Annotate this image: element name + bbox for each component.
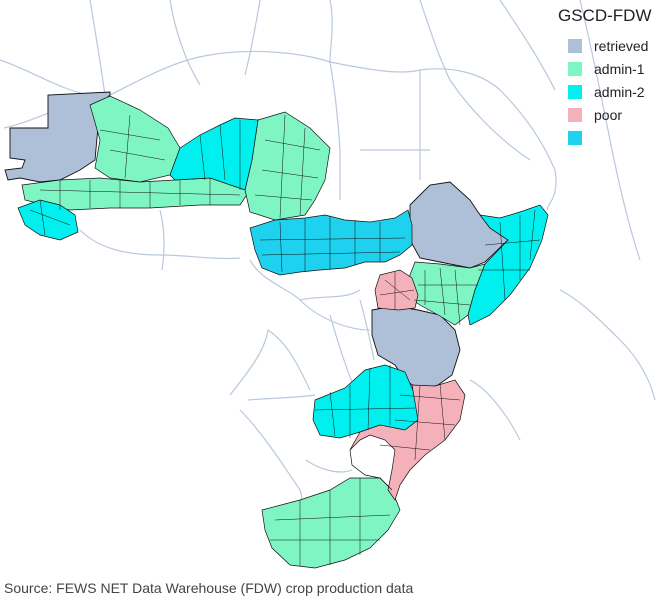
- legend-item-admin1: admin-1: [568, 57, 656, 80]
- district-lines: [29, 114, 541, 566]
- legend-title: GSCD-FDW: [558, 6, 652, 25]
- legend-item-admin2: admin-2: [568, 80, 656, 103]
- legend-item-poor: poor: [568, 103, 656, 126]
- legend-swatch-admin2: [568, 84, 582, 99]
- background-country-borders: [0, 0, 656, 541]
- legend-item-admin2b: [568, 126, 656, 149]
- legend-label-admin2: admin-2: [594, 83, 645, 100]
- legend-swatch-admin1: [568, 61, 582, 76]
- legend-items: retrieved admin-1 admin-2 poor: [556, 34, 656, 149]
- region-admin-2: [17, 117, 549, 439]
- region-retrieved: [4, 91, 509, 391]
- legend-swatch-poor: [568, 107, 582, 122]
- legend-label-poor: poor: [594, 106, 623, 123]
- legend-item-retrieved: retrieved: [568, 34, 656, 57]
- region-poor: [349, 269, 466, 501]
- legend-swatch-admin2b: [568, 130, 582, 145]
- legend: GSCD-FDW retrieved admin-1 admin-2 poor: [556, 6, 656, 149]
- source-note: Source: FEWS NET Data Warehouse (FDW) cr…: [4, 580, 414, 596]
- region-admin-2-alt: [249, 209, 413, 276]
- legend-label-admin1: admin-1: [594, 60, 645, 77]
- legend-label-retrieved: retrieved: [594, 37, 649, 54]
- legend-swatch-retrieved: [568, 38, 582, 53]
